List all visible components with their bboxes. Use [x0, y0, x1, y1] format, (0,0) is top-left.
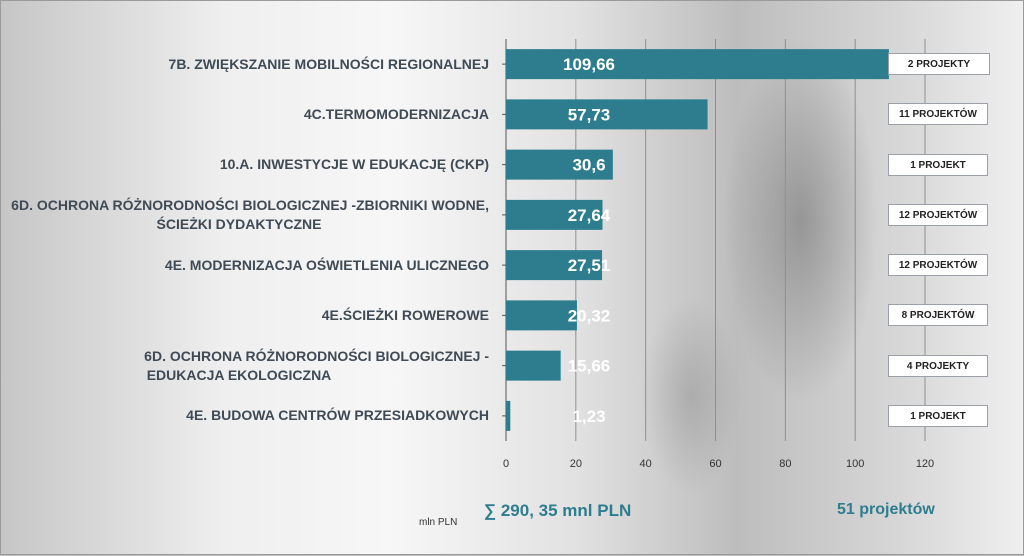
bar: [506, 149, 613, 180]
bar: [506, 199, 603, 230]
category-label-line: ŚCIEŻKI DYDAKTYCZNE: [156, 215, 322, 232]
project-count-badge: 2 PROJEKTY: [888, 53, 990, 76]
x-tick-label: 100: [846, 458, 864, 470]
data-label: 20,32: [568, 306, 611, 325]
bar: [506, 99, 708, 130]
project-count-badge: 1 PROJEKT: [888, 153, 988, 176]
category-label-line: 7B. ZWIĘKSZANIE MOBILNOŚCI REGIONALNEJ: [168, 55, 489, 72]
project-count-badge: 1 PROJEKT: [888, 404, 988, 427]
data-label: 1,23: [572, 407, 605, 426]
x-tick-label: 20: [570, 458, 582, 470]
total-amount: ∑ 290, 35 mnl PLN: [484, 501, 632, 520]
data-label: 30,6: [572, 156, 605, 175]
category-label: 6D. OCHRONA RÓŻNORODNOŚCI BIOLOGICZNEJ -…: [0, 347, 489, 385]
category-label-line: 10.A. INWESTYCJE W EDUKACJĘ (CKP): [219, 156, 489, 173]
project-count-badge: 4 PROJEKTY: [888, 354, 988, 377]
data-label: 57,73: [568, 105, 611, 124]
category-label: 10.A. INWESTYCJE W EDUKACJĘ (CKP): [0, 155, 489, 174]
data-label: 109,66: [563, 55, 615, 74]
project-count-badge: 12 PROJEKTÓW: [888, 254, 988, 277]
category-label-line: 6D. OCHRONA RÓŻNORODNOŚCI BIOLOGICZNEJ -…: [11, 196, 489, 213]
category-label: 7B. ZWIĘKSZANIE MOBILNOŚCI REGIONALNEJ: [0, 55, 489, 74]
bar: [506, 350, 561, 381]
x-tick-label: 0: [503, 458, 509, 470]
data-label: 27,51: [568, 256, 611, 275]
total-projects: 51 projektów: [837, 501, 935, 518]
category-label-line: 4E. MODERNIZACJA OŚWIETLENIA ULICZNEGO: [164, 256, 489, 273]
category-label-line: 4E. BUDOWA CENTRÓW PRZESIADKOWYCH: [186, 407, 489, 424]
project-count-badge: 11 PROJEKTÓW: [888, 103, 988, 126]
data-label: 15,66: [568, 357, 611, 376]
category-label: 6D. OCHRONA RÓŻNORODNOŚCI BIOLOGICZNEJ -…: [0, 196, 489, 234]
x-tick-label: 120: [916, 458, 934, 470]
x-tick-label: 80: [779, 458, 791, 470]
data-label: 27,64: [568, 206, 611, 225]
category-label: 4C.TERMOMODERNIZACJA: [0, 105, 489, 124]
x-tick-label: 40: [640, 458, 652, 470]
category-label-line: 4C.TERMOMODERNIZACJA: [303, 105, 489, 122]
x-tick-label: 60: [709, 458, 721, 470]
bar: [506, 400, 511, 431]
axis-unit-label: mln PLN: [419, 517, 458, 528]
project-count-badge: 12 PROJEKTÓW: [888, 203, 988, 226]
category-label: 4E. BUDOWA CENTRÓW PRZESIADKOWYCH: [0, 406, 489, 425]
bar: [506, 250, 603, 281]
category-label: 4E.ŚCIEŻKI ROWEROWE: [0, 306, 489, 325]
bar: [506, 300, 577, 331]
category-label-line: EDUKACJA EKOLOGICZNA: [146, 366, 332, 383]
category-label-line: 4E.ŚCIEŻKI ROWEROWE: [321, 306, 489, 323]
project-count-badge: 8 PROJEKTÓW: [888, 304, 988, 327]
bar: [506, 49, 889, 80]
category-label-line: 6D. OCHRONA RÓŻNORODNOŚCI BIOLOGICZNEJ -: [144, 347, 489, 364]
category-label: 4E. MODERNIZACJA OŚWIETLENIA ULICZNEGO: [0, 256, 489, 275]
